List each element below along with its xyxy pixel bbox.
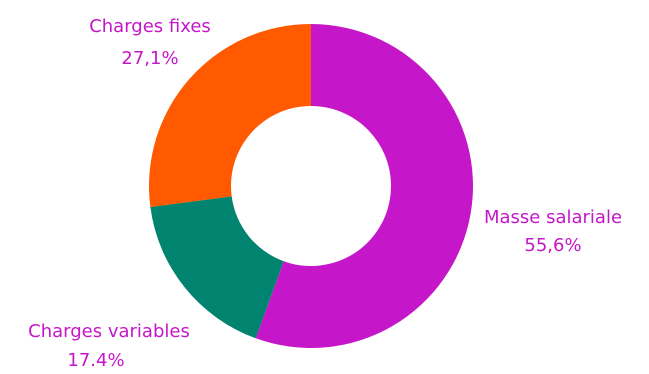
label-charges-fixes-value: 27,1% <box>121 48 178 69</box>
labels-group: Charges fixes 27,1% Masse salariale 55,6… <box>28 16 622 371</box>
label-masse-salariale-value: 55,6% <box>524 235 581 256</box>
slice-masse-salariale <box>255 24 474 349</box>
slices-group <box>149 24 474 349</box>
slice-charges-fixes <box>149 24 311 208</box>
label-masse-salariale-name: Masse salariale <box>484 207 622 228</box>
label-charges-fixes-name: Charges fixes <box>89 16 211 37</box>
slice-charges-variables <box>150 196 284 339</box>
label-charges-variables-name: Charges variables <box>28 321 190 342</box>
label-charges-variables-value: 17.4% <box>67 350 124 371</box>
